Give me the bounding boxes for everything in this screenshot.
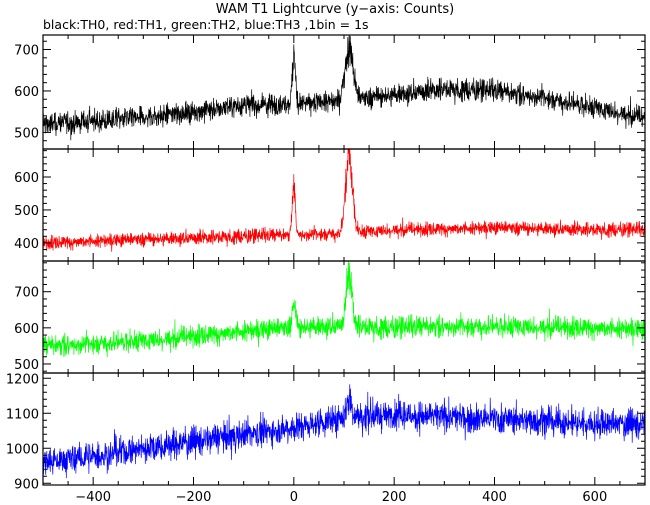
x-tick-label: 400 [482,490,507,505]
x-axis-ticks: −400 −200 0 200 400 600 [75,490,607,505]
y-tick-label: 1200 [6,372,39,387]
y-tick-label: 1100 [6,407,39,422]
chart-title: WAM T1 Lightcurve (y−axis: Counts) [216,2,454,17]
chart-subtitle: black:TH0, red:TH1, green:TH2, blue:TH3 … [43,17,369,32]
y-tick-label: 500 [14,126,39,141]
panel-th0: 500 600 700 [14,34,646,150]
y-tick-label: 1000 [6,442,39,457]
x-tick-label: 600 [582,490,607,505]
y-tick-label: 600 [14,322,39,337]
y-tick-label: 700 [14,286,39,301]
series-th3 [43,384,645,479]
x-tick-label: 0 [290,490,298,505]
y-tick-label: 600 [14,85,39,100]
y-tick-label: 600 [14,171,39,186]
series-th1 [43,149,645,252]
series-th2 [43,261,645,358]
y-tick-label: 500 [14,204,39,219]
y-tick-label: 500 [14,358,39,373]
panel-frame [42,34,646,150]
x-tick-label: 200 [382,490,407,505]
panel-th3: 900 1000 1100 1200 [6,372,646,492]
x-tick-label: −400 [75,490,111,505]
y-tick-label: 900 [14,477,39,492]
panel-frame [42,372,646,486]
x-tick-label: −200 [176,490,212,505]
panels-group: 500 600 700 400 500 600 500 600 700 900 1000 1100 12… [6,34,646,492]
y-tick-label: 400 [14,237,39,252]
panel-th1: 400 500 600 [14,148,646,262]
series-th0 [43,35,645,141]
panel-th2: 500 600 700 [14,260,646,374]
y-tick-label: 700 [14,44,39,59]
